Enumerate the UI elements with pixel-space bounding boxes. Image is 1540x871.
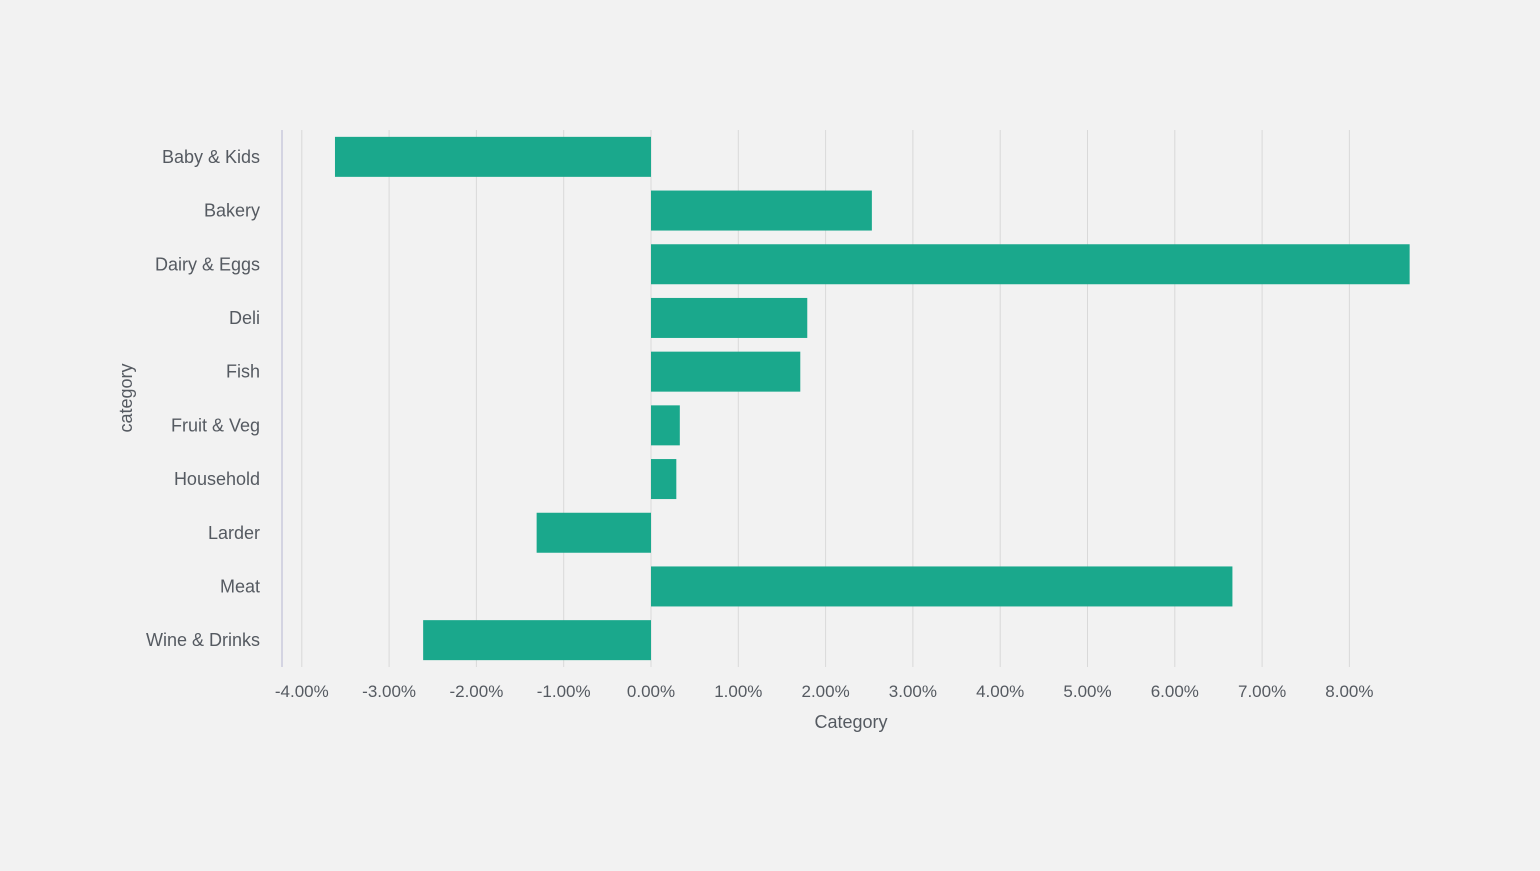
x-tick-label: 8.00%: [1325, 682, 1373, 701]
category-label: Dairy & Eggs: [155, 254, 260, 274]
x-tick-label: -4.00%: [275, 682, 329, 701]
category-label: Baby & Kids: [162, 147, 260, 167]
bar: [423, 620, 651, 661]
x-tick-label: 7.00%: [1238, 682, 1286, 701]
bar: [334, 136, 651, 177]
bar: [651, 244, 1410, 285]
x-tick-label: 4.00%: [976, 682, 1024, 701]
x-tick-label: -1.00%: [537, 682, 591, 701]
bar: [536, 512, 651, 553]
category-label: Fruit & Veg: [171, 415, 260, 435]
x-tick-label: 3.00%: [889, 682, 937, 701]
category-label: Wine & Drinks: [146, 630, 260, 650]
category-label: Meat: [220, 576, 260, 596]
bar: [651, 405, 680, 446]
y-axis-title: category: [116, 363, 136, 432]
bar: [651, 190, 872, 231]
category-label: Bakery: [204, 201, 260, 221]
x-tick-labels: -4.00% -3.00% -2.00% -1.00% 0.00% 1.00% 2.00% 3…: [275, 682, 1374, 701]
bar: [651, 297, 808, 338]
category-labels: Baby & Kids Bakery Dairy & Eggs Deli Fish Fru…: [146, 147, 260, 650]
x-tick-label: -3.00%: [362, 682, 416, 701]
category-label: Deli: [229, 308, 260, 328]
x-tick-label: 6.00%: [1151, 682, 1199, 701]
bars: [334, 136, 1410, 661]
x-axis-title: Category: [814, 712, 887, 732]
x-tick-label: 5.00%: [1063, 682, 1111, 701]
category-label: Fish: [226, 362, 260, 382]
x-tick-label: 2.00%: [801, 682, 849, 701]
category-label: Larder: [208, 523, 260, 543]
x-tick-label: 0.00%: [627, 682, 675, 701]
category-label: Household: [174, 469, 260, 489]
x-tick-label: 1.00%: [714, 682, 762, 701]
bar: [651, 351, 801, 392]
bar: [651, 566, 1233, 607]
bar: [651, 459, 677, 500]
x-tick-label: -2.00%: [449, 682, 503, 701]
